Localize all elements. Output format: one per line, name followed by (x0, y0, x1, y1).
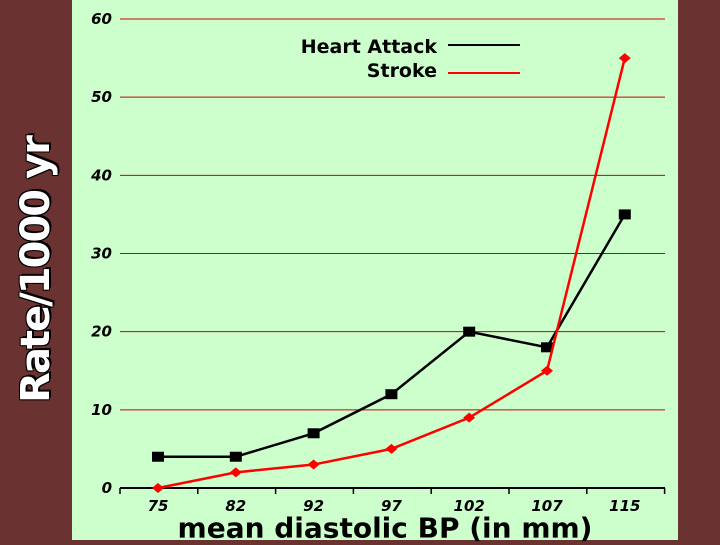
data-point-square (618, 209, 631, 220)
data-point-square (229, 451, 242, 462)
y-tick-label: 30 (91, 245, 112, 263)
y-tick-label: 20 (91, 323, 112, 341)
y-tick-label: 60 (91, 10, 112, 28)
y-tick-label: 40 (90, 166, 112, 184)
plot-panel (72, 0, 678, 540)
y-tick-label: 0 (102, 479, 112, 497)
x-tick-label: 102 (454, 497, 485, 515)
data-point-square (385, 389, 398, 400)
x-tick-label: 75 (148, 497, 169, 515)
data-point-diamond (541, 365, 553, 376)
data-point-diamond (152, 483, 164, 493)
x-tick-label: 97 (381, 497, 402, 515)
x-tick-label: 115 (609, 497, 640, 515)
data-point-square (152, 451, 164, 462)
data-point-diamond (618, 53, 631, 64)
data-point-diamond (463, 412, 476, 423)
x-tick-label: 107 (531, 497, 563, 515)
data-point-diamond (307, 459, 320, 470)
series-line (157, 57, 627, 490)
x-axis-label: mean diastolic BP (in mm) (177, 511, 593, 545)
legend-label: Stroke (367, 60, 437, 82)
y-tick-label: 50 (91, 88, 112, 106)
data-point-diamond (229, 467, 242, 478)
data-point-diamond (385, 443, 398, 454)
x-tick-label: 82 (225, 497, 246, 515)
legend-label: Heart Attack (301, 36, 438, 58)
data-point-square (541, 342, 553, 353)
x-tick-label: 92 (303, 497, 324, 515)
data-point-square (307, 428, 320, 439)
y-tick-label: 10 (91, 401, 112, 419)
data-point-square (463, 326, 476, 337)
